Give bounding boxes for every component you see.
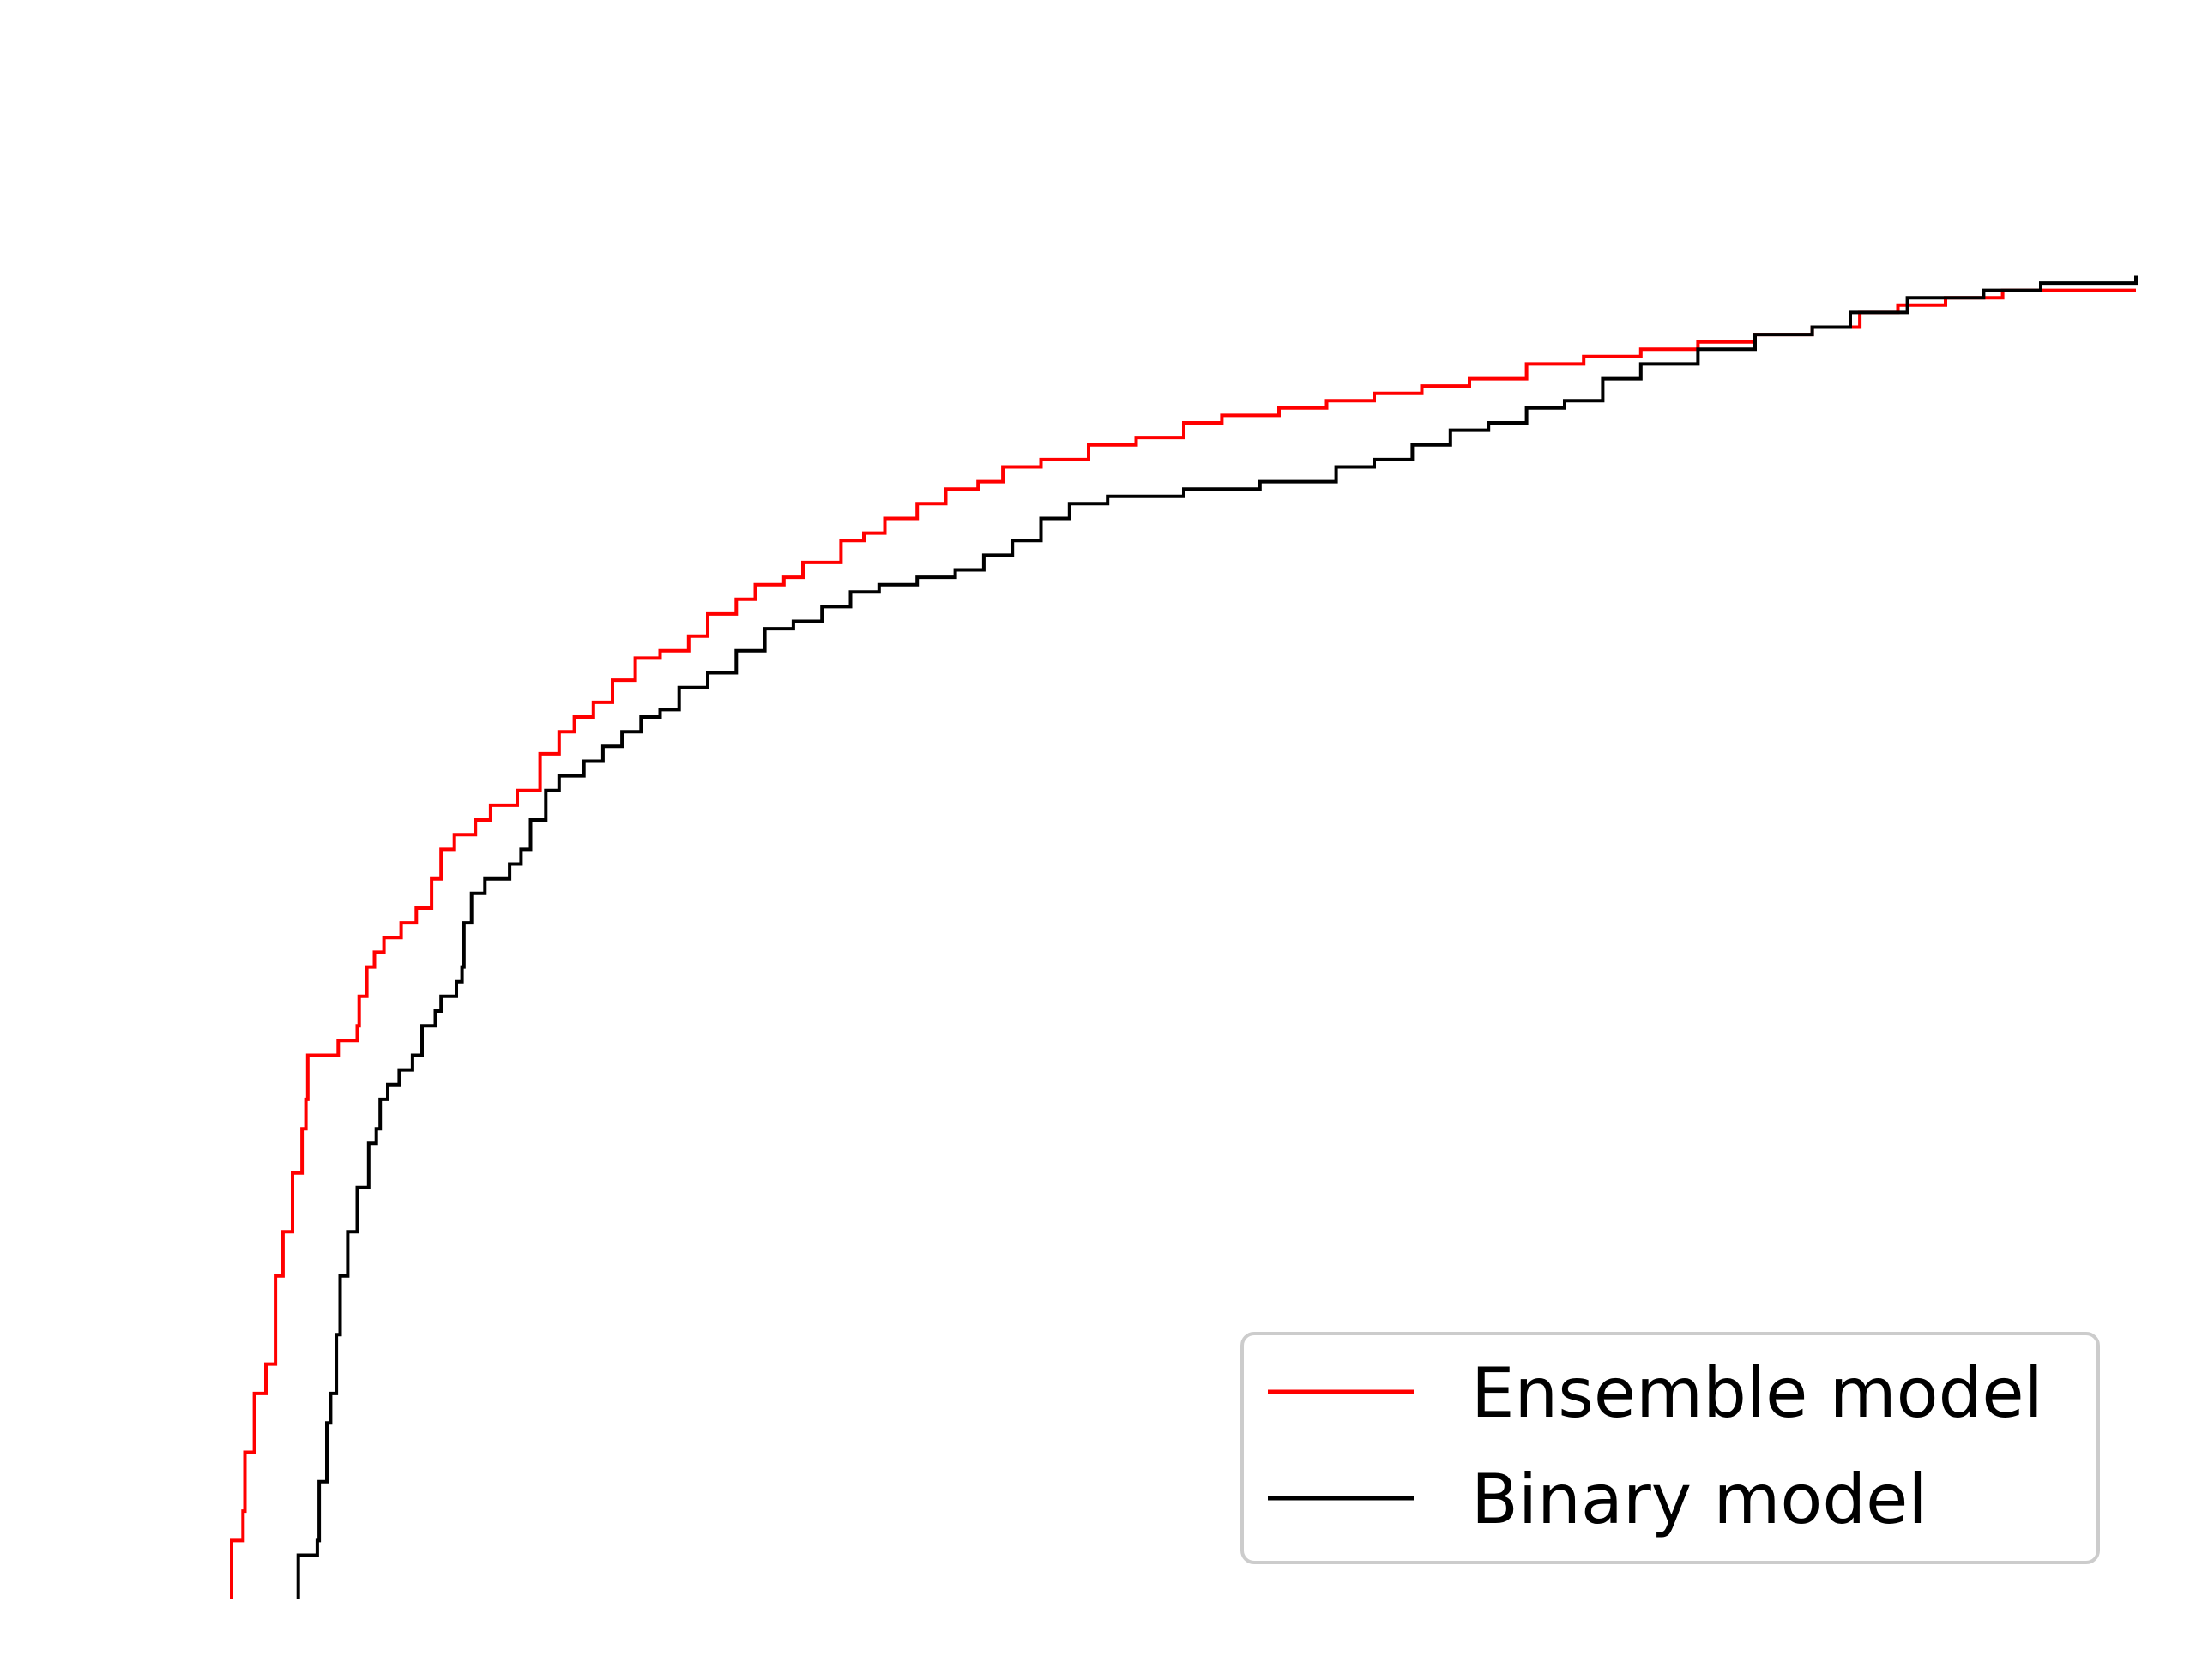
- series-line-binary-model: [296, 275, 2138, 1599]
- legend-label-binary: Binary model: [1471, 1460, 1928, 1539]
- series-layer: [230, 275, 2138, 1599]
- legend: Ensemble model Binary model: [1240, 1332, 2100, 1564]
- legend-frame: [1240, 1332, 2100, 1564]
- series-line-ensemble-model: [230, 288, 2136, 1599]
- legend-label-ensemble: Ensemble model: [1471, 1353, 2043, 1433]
